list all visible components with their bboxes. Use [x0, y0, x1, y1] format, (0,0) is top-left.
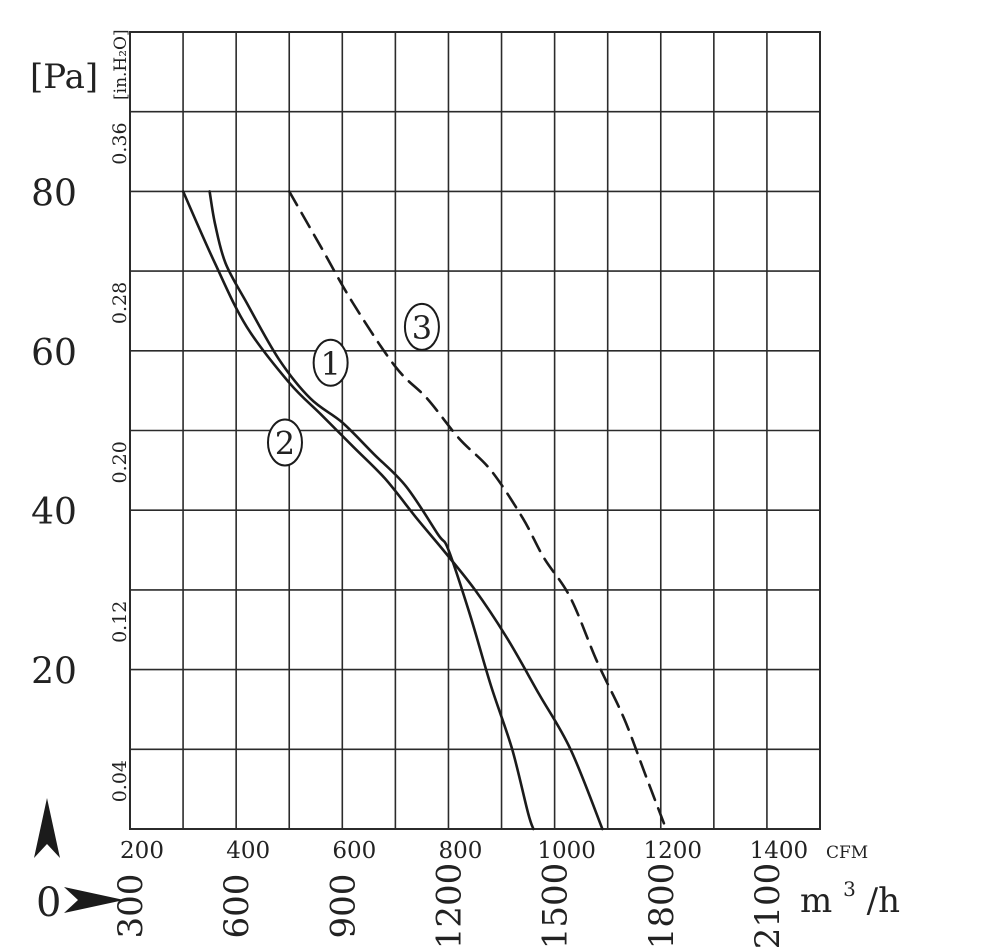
y-unit-inh2o-label: [in.H₂O] — [111, 29, 131, 100]
y-tick-pa: 40 — [31, 492, 77, 533]
y-tick-inh2o: 0.28 — [109, 282, 131, 324]
series-label-circle — [403, 302, 440, 351]
series-label-circle — [266, 418, 303, 467]
series-line-1 — [181, 190, 604, 831]
plot-frame — [129, 31, 821, 830]
x-tick-m3h: 1500 — [536, 863, 576, 948]
x-tick-m3h: 1800 — [642, 863, 682, 948]
y-tick-pa: 80 — [31, 173, 77, 214]
series-labels: 1 2 3 — [266, 302, 440, 467]
x-tick-cfm: 1000 — [537, 838, 596, 864]
x-tick-m3h: 300 — [111, 874, 151, 939]
x-unit-m3h-label: m 3 /h — [800, 865, 900, 921]
grid — [130, 32, 820, 829]
series-label-3: 3 — [412, 309, 432, 347]
x-tick-m3h: 2100 — [748, 863, 788, 948]
x-tick-cfm: 1200 — [643, 838, 702, 864]
x-tick-m3h: 900 — [323, 874, 363, 939]
x-tick-cfm: 600 — [332, 838, 376, 864]
series-label-circle — [312, 338, 349, 387]
y-tick-inh2o: 0.20 — [109, 441, 131, 483]
series-line-3 — [287, 190, 668, 831]
x-tick-m3h: 600 — [217, 874, 257, 939]
y-tick-inh2o: 0.04 — [109, 760, 131, 802]
series-label-2: 2 — [275, 424, 295, 462]
x-unit-m3h-base: m — [800, 881, 832, 921]
x-unit-cfm-label: CFM — [826, 843, 868, 863]
y-tick-pa: 60 — [31, 333, 77, 374]
y-unit-pa-label: [Pa] — [30, 57, 98, 97]
series-label-1: 1 — [320, 345, 340, 383]
x-tick-cfm: 400 — [226, 838, 270, 864]
origin-label: 0 — [36, 880, 61, 926]
x-axis-arrow-icon — [64, 887, 124, 913]
x-tick-m3h: 1200 — [429, 863, 469, 948]
y-tick-pa: 20 — [31, 652, 77, 693]
x-tick-cfm: 1400 — [750, 838, 809, 864]
x-tick-cfm: 200 — [120, 838, 164, 864]
x-unit-m3h-tail: /h — [867, 881, 900, 921]
x-tick-cfm: 800 — [439, 838, 483, 864]
y-axis-arrow-icon — [34, 798, 60, 858]
series-line-2 — [208, 190, 535, 831]
series-group — [181, 190, 668, 831]
y-tick-inh2o: 0.36 — [109, 122, 131, 164]
x-unit-m3h-sup: 3 — [843, 877, 856, 901]
y-tick-inh2o: 0.12 — [109, 601, 131, 643]
